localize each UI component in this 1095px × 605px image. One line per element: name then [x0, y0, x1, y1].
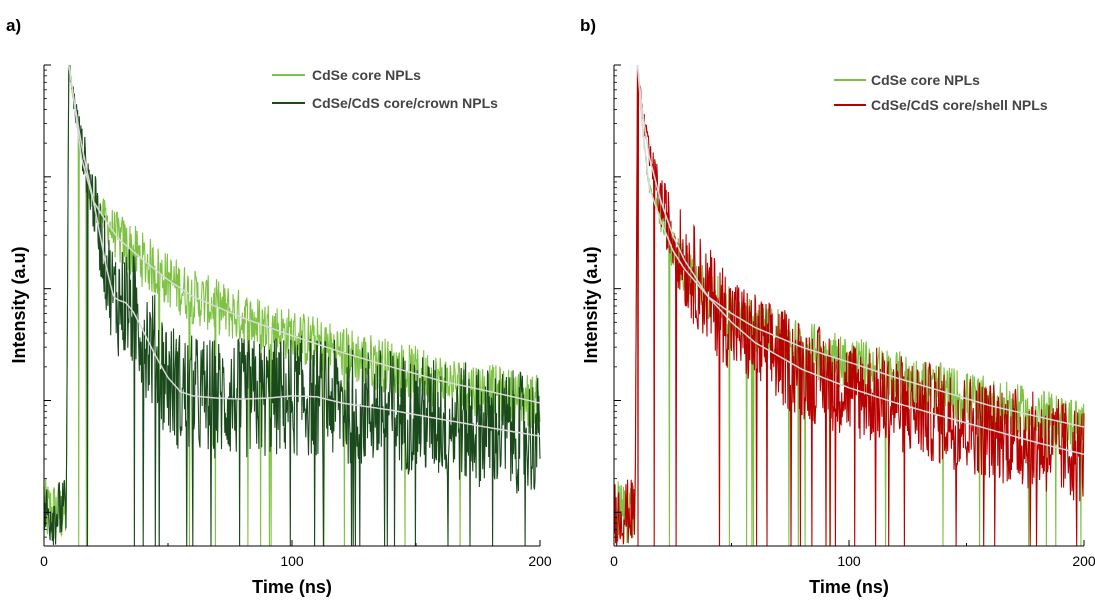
panel-a-legend-label-1: CdSe/CdS core/crown NPLs	[312, 95, 498, 111]
panel-b: b) 0 100 200 Time (ns) Intensity (a.u) CdS…	[580, 16, 1095, 597]
panel-a-ticks: 0 100 200	[40, 64, 552, 569]
panel-a-legend-label-0: CdSe core NPLs	[312, 67, 421, 83]
series-1-fit-curve	[68, 64, 541, 437]
x-tick-label: 0	[610, 553, 618, 569]
panel-b-series-layer	[613, 64, 1085, 547]
panel-a-legend: CdSe core NPLs CdSe/CdS core/crown NPLs	[272, 67, 498, 111]
series-0-trace	[613, 64, 1085, 547]
panel-a-label: a)	[6, 16, 21, 35]
panel-b-ticks: 0 100 200	[610, 64, 1095, 569]
x-tick-label: 200	[1072, 553, 1095, 569]
series-1-trace	[613, 64, 1085, 547]
panel-a-x-axis-title: Time (ns)	[252, 577, 332, 597]
x-tick-label: 100	[280, 553, 304, 569]
series-0-fit-curve	[636, 64, 1085, 428]
panel-b-y-axis-title: Intensity (a.u)	[581, 246, 601, 363]
panel-b-legend-label-0: CdSe core NPLs	[871, 72, 980, 88]
series-1-fit-curve	[636, 64, 1085, 456]
panel-a-series-layer	[43, 64, 541, 547]
panel-b-legend-label-1: CdSe/CdS core/shell NPLs	[871, 97, 1048, 113]
panel-b-x-axis-title: Time (ns)	[809, 577, 889, 597]
panel-b-label: b)	[580, 16, 596, 35]
panel-a: a) 0 100 200 Time (ns) Intensity (a.u) CdS…	[6, 16, 552, 597]
series-0-trace	[43, 67, 541, 547]
series-0-fit-curve	[68, 64, 541, 404]
x-tick-label: 0	[40, 553, 48, 569]
x-tick-label: 200	[528, 553, 552, 569]
panel-a-y-axis-title: Intensity (a.u)	[9, 246, 29, 363]
panel-b-legend: CdSe core NPLs CdSe/CdS core/shell NPLs	[834, 72, 1048, 113]
x-tick-label: 100	[837, 553, 861, 569]
series-1-trace	[43, 64, 541, 547]
